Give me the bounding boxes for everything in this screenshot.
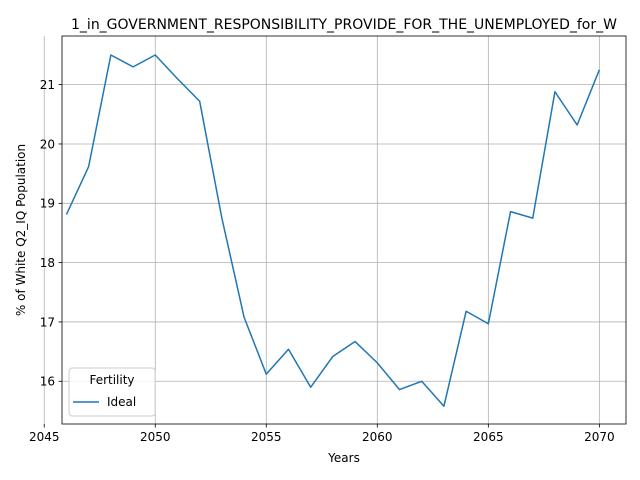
legend-box	[68, 367, 156, 417]
y-axis: 16 17 18 19 20 21	[40, 78, 62, 389]
series-layer	[65, 54, 601, 407]
legend-title: Fertility	[89, 373, 134, 387]
chart-title: 1_in_GOVERNMENT_RESPONSIBILITY_PROVIDE_F…	[71, 17, 617, 33]
x-tick-label: 2050	[140, 430, 171, 444]
x-tick-label: 2065	[473, 430, 504, 444]
legend-entry-ideal: Ideal	[107, 395, 136, 409]
x-tick-label: 2060	[362, 430, 393, 444]
grid	[43, 36, 626, 424]
x-tick-label: 2070	[584, 430, 615, 444]
y-tick-label: 19	[40, 197, 55, 211]
y-axis-label: % of White Q2_IQ Population	[14, 144, 28, 316]
x-axis-label: Years	[327, 451, 360, 465]
x-tick-label: 2055	[251, 430, 282, 444]
y-tick-label: 20	[40, 137, 55, 151]
x-axis: 2045 2050 2055 2060 2065 2070	[29, 424, 615, 444]
x-tick-label: 2045	[29, 430, 60, 444]
y-tick-label: 16	[40, 375, 55, 389]
series-line-ideal	[65, 54, 601, 407]
legend: Fertility Ideal	[68, 367, 156, 417]
y-tick-label: 17	[40, 315, 55, 329]
y-tick-label: 18	[40, 256, 55, 270]
y-tick-label: 21	[40, 78, 55, 92]
plot-frame	[61, 35, 627, 425]
